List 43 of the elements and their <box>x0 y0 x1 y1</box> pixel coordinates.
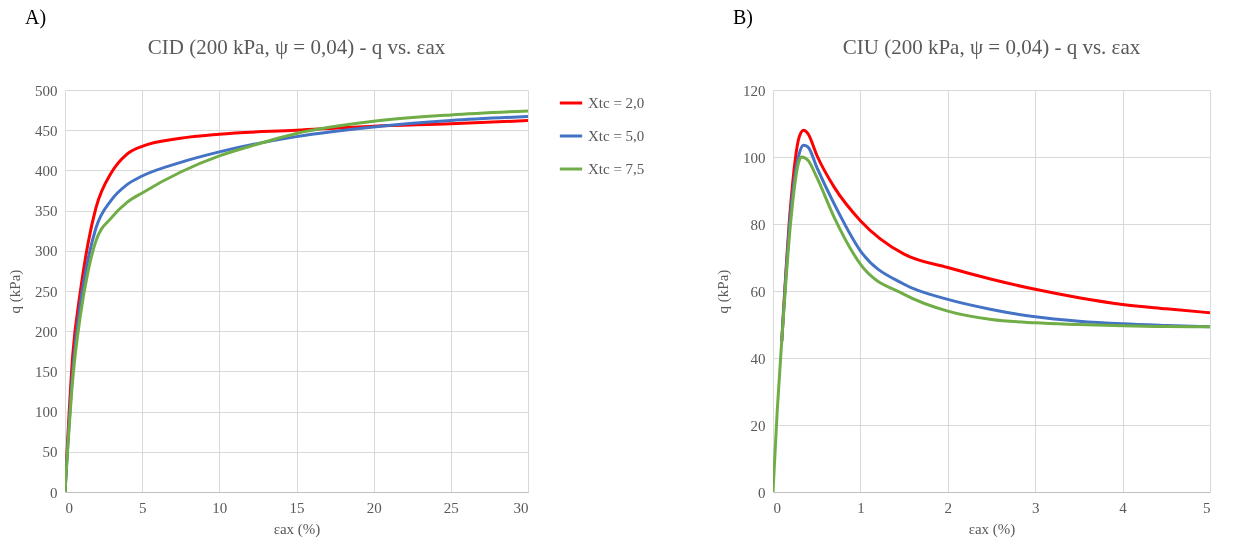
y-tick-label: 450 <box>35 122 58 139</box>
y-tick-label: 50 <box>42 444 58 461</box>
y-tick-label: 0 <box>758 484 766 501</box>
y-tick-label: 60 <box>750 283 766 300</box>
y-tick-label: 200 <box>35 323 58 340</box>
x-tick-label: 0 <box>773 499 781 516</box>
x-tick-label: 4 <box>1119 499 1128 516</box>
y-axis-title: q (kPa) <box>7 269 24 314</box>
y-tick-label: 40 <box>750 350 766 367</box>
y-tick-label: 350 <box>35 203 58 220</box>
chart-title: CIU (200 kPa, ψ = 0,04) - q vs. εax <box>842 35 1141 59</box>
line-series <box>773 155 1210 492</box>
y-tick-label: 80 <box>750 216 766 233</box>
x-tick-label: 20 <box>366 499 382 516</box>
y-tick-label: 0 <box>50 484 58 501</box>
x-axis-title: εax (%) <box>273 520 321 538</box>
y-tick-label: 150 <box>35 363 58 380</box>
legend-label: Xtc = 7,5 <box>588 161 645 177</box>
text: B) <box>733 6 753 29</box>
x-tick-label: 1 <box>857 499 865 516</box>
y-tick-label: 100 <box>743 149 766 166</box>
y-tick-label: 500 <box>35 82 58 99</box>
chart-title: CID (200 kPa, ψ = 0,04) - q vs. εax <box>147 35 446 59</box>
x-tick-label: 5 <box>138 499 147 516</box>
y-tick-label: 120 <box>743 82 766 99</box>
x-tick-label: 2 <box>944 499 953 516</box>
y-tick-label: 250 <box>35 283 58 300</box>
x-axis-title: εax (%) <box>968 520 1016 538</box>
y-tick-label: 100 <box>35 404 58 421</box>
x-tick-label: 25 <box>443 499 459 516</box>
y-axis-title: q (kPa) <box>715 269 732 314</box>
legend-label: Xtc = 2,0 <box>588 95 645 111</box>
y-tick-label: 400 <box>35 162 58 179</box>
x-tick-label: 10 <box>212 499 228 516</box>
text: A) <box>25 6 47 29</box>
x-tick-label: 30 <box>513 499 529 516</box>
y-tick-label: 300 <box>35 243 58 260</box>
x-tick-label: 0 <box>65 499 73 516</box>
y-tick-label: 20 <box>750 417 766 434</box>
x-tick-label: 5 <box>1203 499 1211 516</box>
x-tick-label: 15 <box>289 499 305 516</box>
x-tick-label: 3 <box>1031 499 1040 516</box>
legend-label: Xtc = 5,0 <box>588 128 645 144</box>
